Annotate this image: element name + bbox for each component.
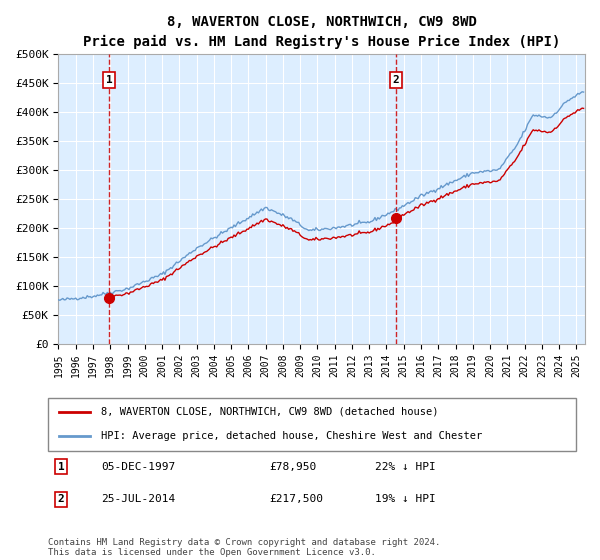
- Text: 1: 1: [106, 75, 112, 85]
- Text: 2: 2: [58, 494, 65, 505]
- Text: 19% ↓ HPI: 19% ↓ HPI: [376, 494, 436, 505]
- Text: 05-DEC-1997: 05-DEC-1997: [101, 461, 175, 472]
- Title: 8, WAVERTON CLOSE, NORTHWICH, CW9 8WD
Price paid vs. HM Land Registry's House Pr: 8, WAVERTON CLOSE, NORTHWICH, CW9 8WD Pr…: [83, 15, 560, 49]
- Text: 1: 1: [58, 461, 65, 472]
- Text: 2: 2: [393, 75, 400, 85]
- Text: £217,500: £217,500: [270, 494, 324, 505]
- Text: 22% ↓ HPI: 22% ↓ HPI: [376, 461, 436, 472]
- Text: HPI: Average price, detached house, Cheshire West and Chester: HPI: Average price, detached house, Ches…: [101, 431, 482, 441]
- Text: 25-JUL-2014: 25-JUL-2014: [101, 494, 175, 505]
- Text: Contains HM Land Registry data © Crown copyright and database right 2024.
This d: Contains HM Land Registry data © Crown c…: [48, 538, 440, 557]
- Text: £78,950: £78,950: [270, 461, 317, 472]
- FancyBboxPatch shape: [48, 398, 576, 451]
- Text: 8, WAVERTON CLOSE, NORTHWICH, CW9 8WD (detached house): 8, WAVERTON CLOSE, NORTHWICH, CW9 8WD (d…: [101, 407, 438, 417]
